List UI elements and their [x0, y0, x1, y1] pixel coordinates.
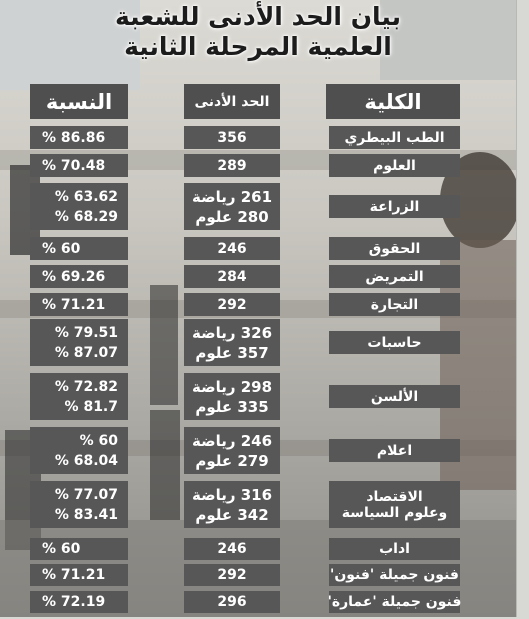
- minimum-score: 296: [217, 594, 247, 610]
- page-title: بيان الحد الأدنى للشعبة العلمية المرحلة …: [0, 2, 516, 62]
- minimum-score: 292: [217, 567, 247, 583]
- percent-value: % 60: [79, 432, 118, 449]
- faculty-cell: الطب البيطري: [329, 126, 460, 149]
- minimum-score: 326 رياضة: [191, 323, 273, 342]
- minimum-score: 289: [217, 157, 247, 174]
- minimum-score-cell: 246: [184, 237, 280, 260]
- faculty-name: فنون جميلة 'عمارة': [327, 594, 462, 610]
- title-line-2: العلمية المرحلة الثانية: [124, 32, 392, 61]
- minimum-score: 316 رياضة: [191, 485, 273, 504]
- minimum-score-cell: 246: [184, 538, 280, 560]
- minimum-score: 246: [217, 240, 247, 257]
- faculty-cell: الألسن: [329, 385, 460, 408]
- header-percent-label: النسبة: [45, 89, 113, 114]
- faculty-name: الاقتصاد: [366, 488, 423, 505]
- minimum-score: 280 علوم: [195, 207, 269, 226]
- minimum-score-cell: 289: [184, 154, 280, 177]
- percent-value: % 72.19: [42, 594, 106, 610]
- percent-value: % 72.82: [54, 378, 118, 395]
- percent-cell: % 60: [30, 237, 128, 260]
- minimum-score: 279 علوم: [195, 451, 269, 470]
- percent-value: % 60: [42, 541, 81, 557]
- faculty-cell: فنون جميلة 'فنون': [329, 564, 460, 586]
- percent-cell: % 72.82 % 81.7: [30, 373, 128, 420]
- percent-cell: % 72.19: [30, 591, 128, 613]
- minimum-score-cell: 316 رياضة 342 علوم: [184, 481, 280, 528]
- faculty-name: الطب البيطري: [344, 129, 445, 146]
- percent-value: % 83.41: [54, 506, 118, 523]
- minimum-score: 298 رياضة: [191, 377, 273, 396]
- faculty-name: الزراعة: [369, 198, 420, 215]
- faculty-cell: العلوم: [329, 154, 460, 177]
- percent-cell: % 69.26: [30, 265, 128, 288]
- faculty-cell: الاقتصاد وعلوم السياسة: [329, 481, 460, 528]
- faculty-name: العلوم: [373, 157, 416, 174]
- percent-cell: % 71.21: [30, 564, 128, 586]
- faculty-cell: الزراعة: [329, 195, 460, 218]
- minimum-score: 246: [217, 541, 247, 557]
- header-minimum: الحد الأدنى: [184, 84, 280, 119]
- percent-cell: % 60: [30, 538, 128, 560]
- minimum-score: 356: [217, 129, 247, 146]
- faculty-name: وعلوم السياسة: [341, 504, 448, 521]
- minimum-score: 246 رياضة: [191, 431, 273, 450]
- faculty-cell: اعلام: [329, 439, 460, 462]
- minimum-score-cell: 246 رياضة 279 علوم: [184, 427, 280, 474]
- percent-value: % 69.26: [42, 268, 106, 285]
- percent-value: % 60: [42, 240, 81, 257]
- percent-cell: % 60 % 68.04: [30, 427, 128, 474]
- faculty-cell: حاسبات: [329, 331, 460, 354]
- percent-cell: % 86.86: [30, 126, 128, 149]
- minimum-score-cell: 284: [184, 265, 280, 288]
- minimum-score-cell: 292: [184, 293, 280, 316]
- percent-value: % 63.62: [54, 188, 118, 205]
- header-faculty-label: الكلية: [364, 89, 422, 114]
- faculty-name: التجارة: [370, 296, 419, 313]
- faculty-cell: اداب: [329, 538, 460, 560]
- minimum-score-cell: 298 رياضة 335 علوم: [184, 373, 280, 420]
- faculty-name: الحقوق: [368, 240, 421, 257]
- header-minimum-label: الحد الأدنى: [194, 93, 270, 110]
- minimum-score-cell: 296: [184, 591, 280, 613]
- minimum-score-cell: 326 رياضة 357 علوم: [184, 319, 280, 366]
- faculty-cell: التمريض: [329, 265, 460, 288]
- faculty-cell: الحقوق: [329, 237, 460, 260]
- percent-value: % 71.21: [42, 296, 106, 313]
- minimum-score: 357 علوم: [195, 343, 269, 362]
- percent-cell: % 63.62 % 68.29: [30, 183, 128, 230]
- title-line-1: بيان الحد الأدنى للشعبة: [114, 2, 402, 31]
- percent-value: % 77.07: [54, 486, 118, 503]
- minimum-score: 335 علوم: [195, 397, 269, 416]
- faculty-cell: فنون جميلة 'عمارة': [327, 591, 462, 613]
- percent-value: % 70.48: [42, 157, 106, 174]
- faculty-cell: التجارة: [329, 293, 460, 316]
- minimum-score-cell: 261 رياضة 280 علوم: [184, 183, 280, 230]
- minimum-score: 284: [217, 268, 247, 285]
- faculty-name: اعلام: [376, 442, 413, 459]
- faculty-name: فنون جميلة 'فنون': [330, 567, 459, 583]
- percent-value: % 86.86: [42, 129, 106, 146]
- admission-table-image: بيان الحد الأدنى للشعبة العلمية المرحلة …: [0, 0, 517, 617]
- header-faculty: الكلية: [326, 84, 460, 119]
- percent-cell: % 77.07 % 83.41: [30, 481, 128, 528]
- faculty-name: حاسبات: [367, 334, 422, 351]
- minimum-score: 342 علوم: [195, 505, 269, 524]
- percent-cell: % 71.21: [30, 293, 128, 316]
- minimum-score: 261 رياضة: [191, 187, 273, 206]
- minimum-score-cell: 292: [184, 564, 280, 586]
- percent-value: % 71.21: [42, 567, 106, 583]
- percent-value: % 81.7: [64, 398, 118, 415]
- percent-value: % 68.29: [54, 208, 118, 225]
- percent-cell: % 79.51 % 87.07: [30, 319, 128, 366]
- faculty-name: التمريض: [365, 268, 424, 285]
- faculty-name: اداب: [379, 541, 410, 557]
- percent-value: % 68.04: [54, 452, 118, 469]
- header-percent: النسبة: [30, 84, 128, 119]
- percent-value: % 87.07: [54, 344, 118, 361]
- percent-cell: % 70.48: [30, 154, 128, 177]
- faculty-name: الألسن: [370, 388, 419, 405]
- minimum-score-cell: 356: [184, 126, 280, 149]
- percent-value: % 79.51: [54, 324, 118, 341]
- minimum-score: 292: [217, 296, 247, 313]
